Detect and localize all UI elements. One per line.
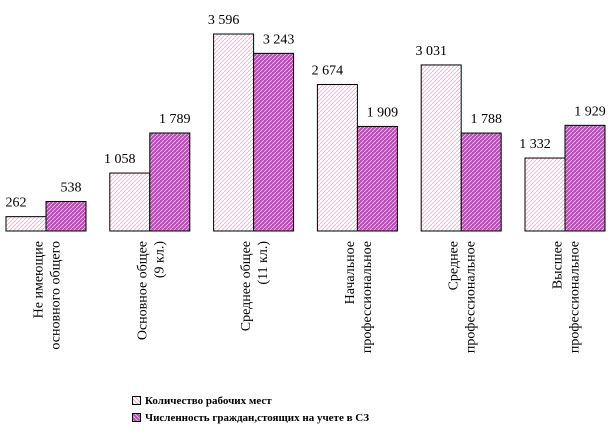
value-label-s1-c6: 1 332 xyxy=(519,137,551,152)
value-label-s2-c3: 3 243 xyxy=(263,32,295,47)
legend-swatch-1 xyxy=(132,396,141,405)
bar-s2-c2 xyxy=(149,132,191,232)
bars-group xyxy=(5,33,606,232)
bar-s1-c3 xyxy=(213,33,255,232)
bar-s2-c4 xyxy=(356,125,398,232)
category-label-5: Среднее профессиональное xyxy=(447,241,479,353)
value-label-s2-c5: 1 788 xyxy=(470,112,502,127)
value-label-s1-c4: 2 674 xyxy=(312,64,344,79)
category-label-3: Среднее общее (11 кл.) xyxy=(239,241,271,332)
svg-text:Основное общее(9 кл.): Основное общее (9 кл.) xyxy=(135,241,167,340)
category-label-6: Высшее профессиональное xyxy=(551,241,583,353)
bar-s1-c4 xyxy=(316,84,358,232)
value-label-s1-c2: 1 058 xyxy=(104,152,136,167)
value-label-s2-c1: 538 xyxy=(61,181,82,196)
bar-s2-c6 xyxy=(564,124,606,232)
value-labels-group: 262 538 1 058 1 789 3 596 3 243 2 674 1 909 3 03… xyxy=(6,13,606,211)
bar-s1-c1 xyxy=(5,216,47,232)
bar-s2-c5 xyxy=(460,132,502,232)
legend: Количество рабочих мест Численность граж… xyxy=(132,392,369,426)
value-label-s2-c6: 1 929 xyxy=(574,104,606,119)
value-label-s1-c3: 3 596 xyxy=(208,13,240,28)
bar-s2-c1 xyxy=(45,201,87,232)
value-label-s1-c1: 262 xyxy=(6,196,27,211)
bar-s2-c3 xyxy=(253,52,295,232)
legend-swatch-2 xyxy=(132,413,141,422)
value-label-s1-c5: 3 031 xyxy=(415,44,447,59)
bar-s1-c2 xyxy=(109,172,151,232)
category-label-4: Начальное профессиональное xyxy=(343,241,375,353)
bar-s1-c6 xyxy=(524,157,566,232)
legend-item-1: Количество рабочих мест xyxy=(132,392,369,409)
value-label-s2-c4: 1 909 xyxy=(367,105,399,120)
value-label-s2-c2: 1 789 xyxy=(159,112,191,127)
bar-s1-c5 xyxy=(420,64,462,232)
svg-text:Среднее общее(11 кл.): Среднее общее (11 кл.) xyxy=(239,241,271,332)
legend-label-1: Количество рабочих мест xyxy=(145,394,272,407)
legend-label-2: Численность граждан,стоящих на учете в С… xyxy=(145,411,370,424)
legend-item-2: Численность граждан,стоящих на учете в С… xyxy=(132,409,369,426)
category-labels-group: Не имеющие основного общего Основное общее… xyxy=(32,241,583,353)
category-label-2: Основное общее (9 кл.) xyxy=(135,241,167,340)
category-label-1: Не имеющие основного общего xyxy=(32,241,64,350)
